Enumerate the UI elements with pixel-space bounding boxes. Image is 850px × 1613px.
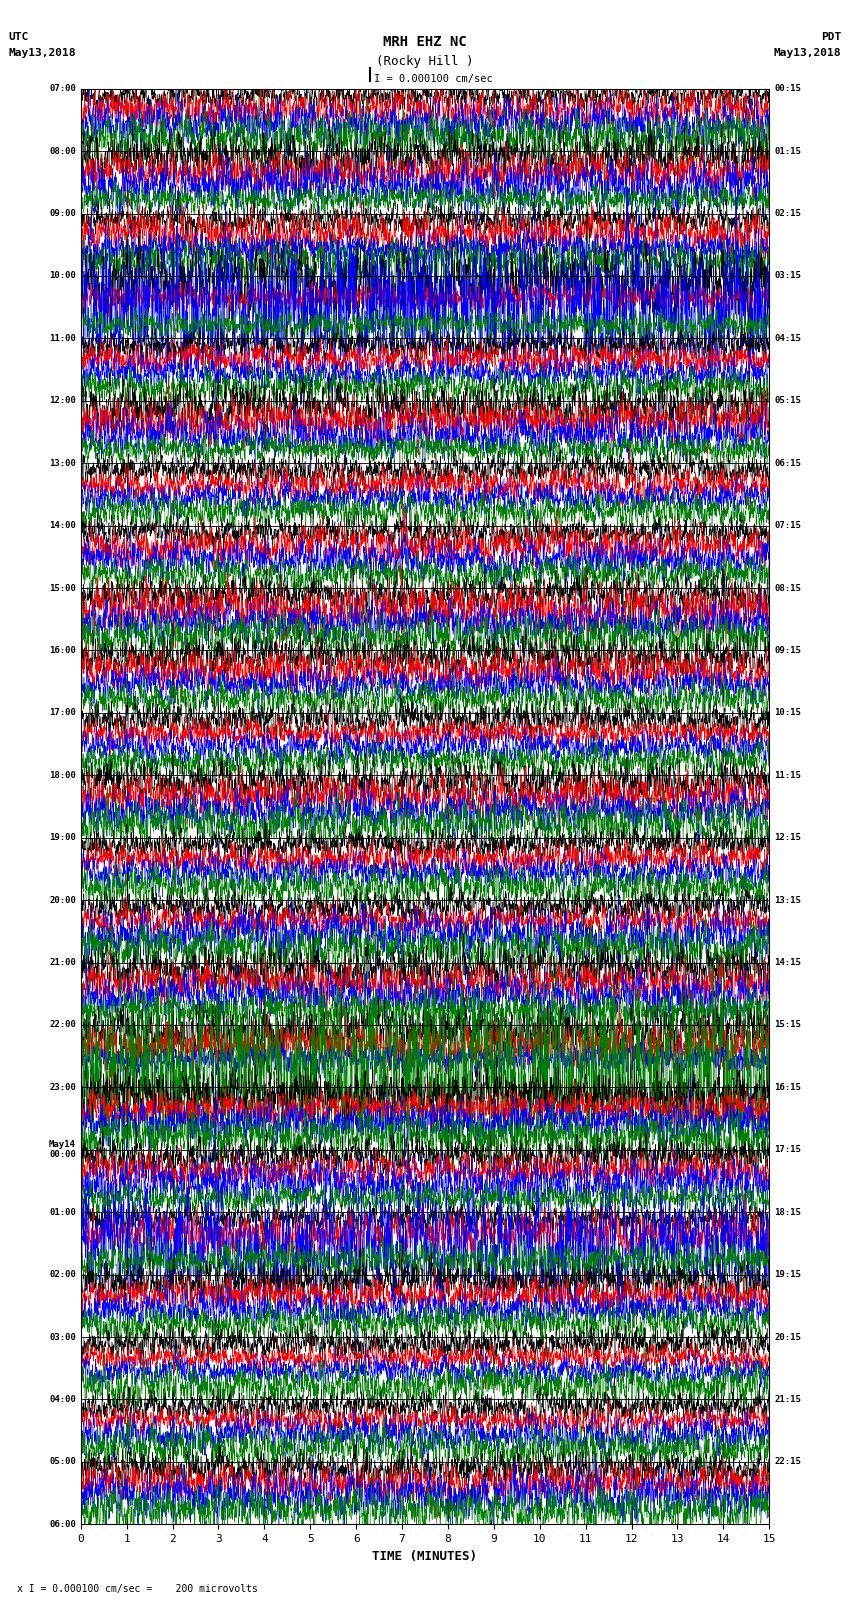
Text: (Rocky Hill ): (Rocky Hill ) bbox=[377, 55, 473, 68]
Text: May13,2018: May13,2018 bbox=[774, 48, 842, 58]
Text: 14:00: 14:00 bbox=[49, 521, 76, 531]
Text: 07:15: 07:15 bbox=[774, 521, 801, 531]
Text: 10:15: 10:15 bbox=[774, 708, 801, 718]
Text: 21:15: 21:15 bbox=[774, 1395, 801, 1403]
Text: 03:00: 03:00 bbox=[49, 1332, 76, 1342]
Text: 02:15: 02:15 bbox=[774, 210, 801, 218]
Text: 14:15: 14:15 bbox=[774, 958, 801, 968]
Text: 07:00: 07:00 bbox=[49, 84, 76, 94]
Text: 19:00: 19:00 bbox=[49, 834, 76, 842]
Text: 18:15: 18:15 bbox=[774, 1208, 801, 1216]
Text: 04:15: 04:15 bbox=[774, 334, 801, 344]
Text: 11:00: 11:00 bbox=[49, 334, 76, 344]
Text: 16:15: 16:15 bbox=[774, 1082, 801, 1092]
Text: 22:00: 22:00 bbox=[49, 1021, 76, 1029]
Text: 17:15: 17:15 bbox=[774, 1145, 801, 1155]
Text: May14
00:00: May14 00:00 bbox=[49, 1140, 76, 1160]
Text: I = 0.000100 cm/sec: I = 0.000100 cm/sec bbox=[374, 74, 493, 84]
Text: 18:00: 18:00 bbox=[49, 771, 76, 779]
Text: 22:15: 22:15 bbox=[774, 1458, 801, 1466]
Text: 20:00: 20:00 bbox=[49, 895, 76, 905]
Text: 11:15: 11:15 bbox=[774, 771, 801, 779]
Text: MRH EHZ NC: MRH EHZ NC bbox=[383, 35, 467, 50]
Text: 06:00: 06:00 bbox=[49, 1519, 76, 1529]
Text: 13:15: 13:15 bbox=[774, 895, 801, 905]
Text: 21:00: 21:00 bbox=[49, 958, 76, 968]
Text: 09:15: 09:15 bbox=[774, 645, 801, 655]
Text: 19:15: 19:15 bbox=[774, 1269, 801, 1279]
Text: 01:00: 01:00 bbox=[49, 1208, 76, 1216]
Text: 01:15: 01:15 bbox=[774, 147, 801, 155]
Text: 23:00: 23:00 bbox=[49, 1082, 76, 1092]
Text: 08:15: 08:15 bbox=[774, 584, 801, 592]
Text: 06:15: 06:15 bbox=[774, 458, 801, 468]
Text: 15:15: 15:15 bbox=[774, 1021, 801, 1029]
Text: 08:00: 08:00 bbox=[49, 147, 76, 155]
Text: 05:15: 05:15 bbox=[774, 397, 801, 405]
Text: x I = 0.000100 cm/sec =    200 microvolts: x I = 0.000100 cm/sec = 200 microvolts bbox=[17, 1584, 258, 1594]
Text: 12:00: 12:00 bbox=[49, 397, 76, 405]
Text: PDT: PDT bbox=[821, 32, 842, 42]
Text: UTC: UTC bbox=[8, 32, 29, 42]
Text: 05:00: 05:00 bbox=[49, 1458, 76, 1466]
Text: May13,2018: May13,2018 bbox=[8, 48, 76, 58]
Text: 15:00: 15:00 bbox=[49, 584, 76, 592]
Text: 17:00: 17:00 bbox=[49, 708, 76, 718]
Text: 02:00: 02:00 bbox=[49, 1269, 76, 1279]
Text: 09:00: 09:00 bbox=[49, 210, 76, 218]
Text: 00:15: 00:15 bbox=[774, 84, 801, 94]
Text: 03:15: 03:15 bbox=[774, 271, 801, 281]
X-axis label: TIME (MINUTES): TIME (MINUTES) bbox=[372, 1550, 478, 1563]
Text: 20:15: 20:15 bbox=[774, 1332, 801, 1342]
Text: 16:00: 16:00 bbox=[49, 645, 76, 655]
Text: 04:00: 04:00 bbox=[49, 1395, 76, 1403]
Text: 10:00: 10:00 bbox=[49, 271, 76, 281]
Text: 12:15: 12:15 bbox=[774, 834, 801, 842]
Text: 13:00: 13:00 bbox=[49, 458, 76, 468]
